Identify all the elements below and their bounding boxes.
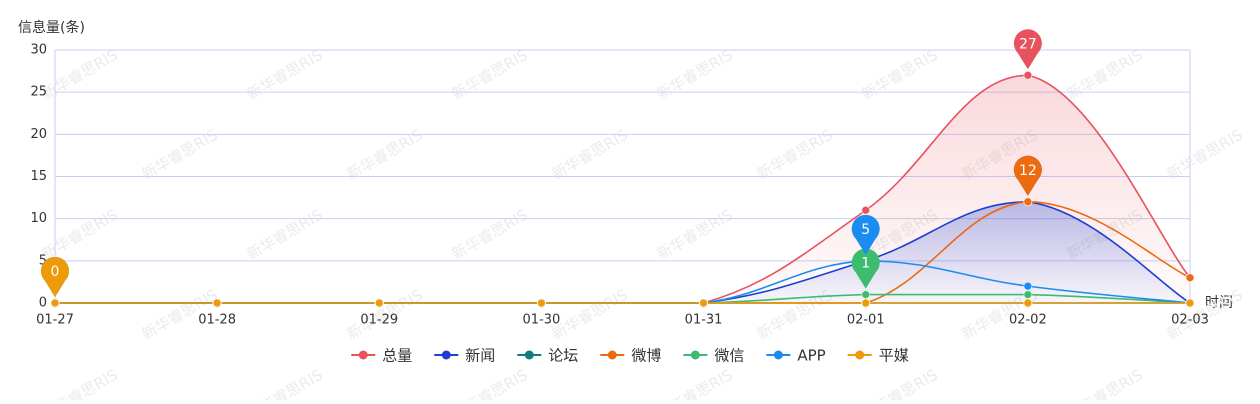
legend-label: 新闻 [465,347,495,365]
legend-dot [441,350,451,360]
y-tick-label: 0 [39,296,47,311]
point [699,298,709,308]
y-tick-label: 10 [30,211,47,226]
point [1023,298,1033,308]
x-tick-label: 01-27 [36,313,74,328]
y-tick-label: 25 [30,85,47,100]
legend-dot [358,350,368,360]
legend-item: 平媒 [847,347,909,365]
point [1023,290,1033,300]
watermark: 新华睿思RIS [244,366,326,400]
legend-label: 微博 [631,347,661,365]
point [1023,197,1033,207]
watermark: 新华睿思RIS [449,366,531,400]
legend-item: 微信 [683,347,744,365]
legend-dot [607,350,617,360]
watermark: 新华睿思RIS [244,46,326,104]
max-pin-label: 27 [1019,36,1037,52]
legend-item: 总量 [351,347,412,365]
watermark: 新华睿思RIS [654,46,736,104]
legend-item: 新闻 [434,347,495,365]
legend-label: 微信 [714,347,744,365]
point [1023,70,1033,80]
legend-dot [855,350,865,360]
x-axis-label: 时间 [1205,295,1233,311]
max-pin-label: 5 [861,222,870,238]
area [55,201,1190,303]
legend-item: APP [766,347,826,365]
point [861,205,871,215]
y-tick-label: 30 [30,43,47,58]
x-tick-label: 01-31 [685,313,723,328]
y-tick-label: 15 [30,169,47,184]
x-tick-label: 01-30 [523,313,561,328]
point [1185,298,1195,308]
y-tick-label: 5 [39,253,47,268]
legend-label: 论坛 [548,347,578,365]
watermark: 新华睿思RIS [39,366,121,400]
max-pin-label: 1 [861,256,870,272]
x-tick-label: 01-29 [360,313,398,328]
legend-item: 论坛 [517,347,578,365]
watermark: 新华睿思RIS [654,366,736,400]
watermark: 新华睿思RIS [39,46,121,104]
x-tick-label: 02-02 [1009,313,1047,328]
legend-dot [690,350,700,360]
max-pin [851,214,880,255]
legend-dot [524,350,534,360]
watermark: 新华睿思RIS [859,46,941,104]
watermark: 新华睿思RIS [449,206,531,264]
legend-label: APP [797,347,825,365]
point [861,290,871,300]
point [536,298,546,308]
max-pin [41,257,69,297]
watermark: 新华睿思RIS [39,206,121,264]
watermark: 新华睿思RIS [859,366,941,400]
point [1023,281,1033,291]
point [861,298,871,308]
max-pin [1013,29,1042,70]
x-tick-label: 02-03 [1171,313,1209,328]
watermark: 新华睿思RIS [654,206,736,264]
max-pin [1013,155,1042,196]
max-pin [851,248,880,289]
watermark: 新华睿思RIS [449,46,531,104]
max-pin-label: 0 [51,264,60,280]
watermark: 新华睿思RIS [1064,46,1146,104]
y-axis-label: 信息量(条) [18,19,85,36]
max-pin-label: 12 [1019,163,1037,179]
legend-item: 微博 [600,347,661,365]
point [50,298,60,308]
point [1185,273,1195,283]
legend-label: 总量 [382,347,412,365]
point [374,298,384,308]
watermark: 新华睿思RIS [549,286,631,344]
legend-label: 平媒 [879,347,909,365]
watermark: 新华睿思RIS [244,206,326,264]
y-tick-label: 20 [30,127,47,142]
point [212,298,222,308]
x-tick-label: 02-01 [847,313,885,328]
watermark: 新华睿思RIS [1064,366,1146,400]
x-tick-label: 01-28 [198,313,236,328]
legend-dot [773,350,783,360]
